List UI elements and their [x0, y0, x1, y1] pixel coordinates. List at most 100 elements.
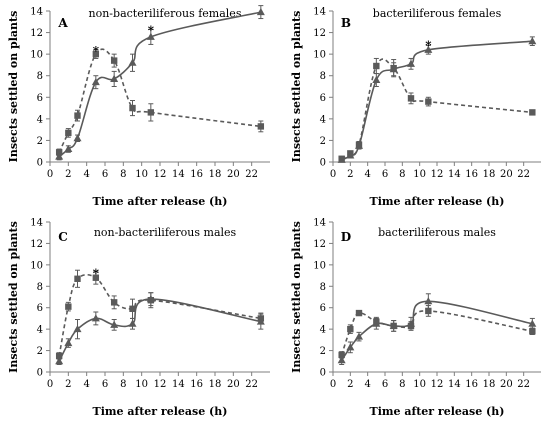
x-tick-label: 18	[483, 379, 496, 390]
y-axis-label: Insects settled on plants	[7, 11, 20, 163]
series-line-dashed	[340, 310, 533, 356]
x-axis-label: Time after release (h)	[93, 405, 228, 418]
data-point-square	[129, 104, 136, 112]
x-tick-label: 22	[245, 169, 258, 180]
data-point-square	[147, 297, 155, 304]
series-triangle	[337, 293, 537, 365]
y-tick-label: 8	[37, 71, 43, 82]
data-point-triangle	[146, 32, 155, 40]
data-point-square	[347, 150, 354, 157]
x-tick-label: 20	[227, 169, 240, 180]
panel-title: non-bacteriliferous females	[89, 7, 242, 20]
x-tick-label: 6	[382, 169, 388, 180]
x-tick-label: 0	[330, 169, 336, 180]
data-point-square	[147, 109, 155, 116]
y-axis-label: Insects settled on plants	[290, 11, 303, 163]
y-tick-label: 10	[30, 260, 43, 271]
series-square	[338, 57, 536, 162]
x-tick-label: 2	[65, 169, 71, 180]
x-tick-label: 16	[190, 379, 203, 390]
chart-panel-a: 0 2 4 6 8 10 12 14 16 18 20 22 0 2 4 6 8 10 12 14 Time after…	[7, 5, 270, 208]
data-point-square	[407, 95, 415, 102]
x-tick-label: 2	[347, 379, 353, 390]
data-point-triangle	[91, 314, 100, 322]
significance-marker: *	[148, 23, 155, 37]
x-tick-label: 10	[413, 169, 426, 180]
series-triangle	[55, 5, 265, 161]
data-point-square	[129, 305, 136, 312]
series-square	[55, 48, 265, 157]
x-tick-label: 2	[347, 169, 353, 180]
y-tick-label: 8	[320, 282, 326, 293]
x-tick-label: 22	[245, 379, 258, 390]
data-point-triangle	[91, 77, 100, 86]
x-tick-label: 20	[227, 379, 240, 390]
panel-title: bacteriliferous females	[373, 7, 502, 20]
data-point-square	[55, 352, 63, 360]
x-tick-label: 6	[102, 379, 108, 390]
data-point-square	[257, 123, 265, 130]
x-tick-label: 0	[330, 379, 336, 390]
x-tick-label: 12	[431, 379, 444, 390]
y-tick-label: 10	[313, 50, 326, 61]
data-point-square	[338, 351, 345, 359]
data-point-triangle	[424, 45, 433, 53]
data-point-square	[529, 328, 536, 335]
panel-letter: C	[58, 230, 68, 244]
data-point-triangle	[110, 320, 119, 328]
data-point-square	[355, 141, 363, 148]
x-axis-label: Time after release (h)	[93, 195, 228, 208]
data-point-square	[92, 274, 100, 281]
x-tick-label: 4	[364, 379, 370, 390]
y-tick-label: 14	[30, 7, 43, 18]
panel-title: bacteriliferous males	[378, 226, 496, 239]
x-tick-label: 20	[500, 379, 513, 390]
panel-letter: A	[57, 16, 68, 30]
series-triangle	[55, 292, 265, 365]
y-tick-label: 0	[37, 158, 43, 169]
x-tick-label: 16	[190, 169, 203, 180]
data-point-square	[55, 149, 63, 156]
x-tick-label: 18	[209, 379, 222, 390]
x-tick-label: 10	[135, 169, 148, 180]
x-tick-label: 18	[209, 169, 222, 180]
significance-marker: *	[93, 44, 100, 58]
data-point-triangle	[110, 74, 119, 82]
y-tick-label: 8	[320, 71, 326, 82]
data-point-triangle	[337, 356, 346, 364]
y-tick-label: 4	[320, 325, 326, 336]
x-tick-label: 22	[517, 379, 530, 390]
x-tick-label: 0	[47, 379, 53, 390]
y-tick-label: 6	[37, 93, 43, 104]
x-tick-label: 12	[154, 379, 167, 390]
chart-panel-c: 0 2 4 6 8 10 12 14 16 18 20 22 0 2 4 6 8 10 12 14 Time after…	[7, 218, 270, 418]
y-tick-label: 10	[313, 260, 326, 271]
y-tick-label: 4	[320, 114, 326, 125]
y-tick-label: 4	[37, 114, 43, 125]
y-tick-label: 14	[30, 218, 43, 229]
data-point-square	[373, 62, 380, 70]
y-tick-label: 0	[37, 368, 43, 379]
panel-title: non-bacteriliferous males	[94, 226, 237, 239]
data-point-triangle	[64, 144, 73, 153]
series-square	[55, 269, 265, 360]
data-point-square	[425, 307, 432, 315]
y-tick-label: 2	[320, 136, 326, 147]
x-tick-label: 14	[172, 169, 185, 180]
x-tick-label: 14	[448, 379, 461, 390]
data-point-square	[425, 98, 432, 105]
x-tick-label: 20	[500, 169, 513, 180]
x-tick-label: 12	[154, 169, 167, 180]
x-tick-label: 10	[413, 379, 426, 390]
data-point-triangle	[407, 59, 415, 67]
data-point-triangle	[372, 75, 381, 84]
y-axis-label: Insects settled on plants	[7, 221, 20, 373]
x-tick-label: 10	[135, 379, 148, 390]
data-point-square	[257, 315, 265, 322]
x-tick-label: 4	[83, 169, 89, 180]
data-point-triangle	[355, 332, 363, 340]
series-line-dashed	[58, 273, 261, 357]
y-tick-label: 2	[37, 346, 43, 357]
